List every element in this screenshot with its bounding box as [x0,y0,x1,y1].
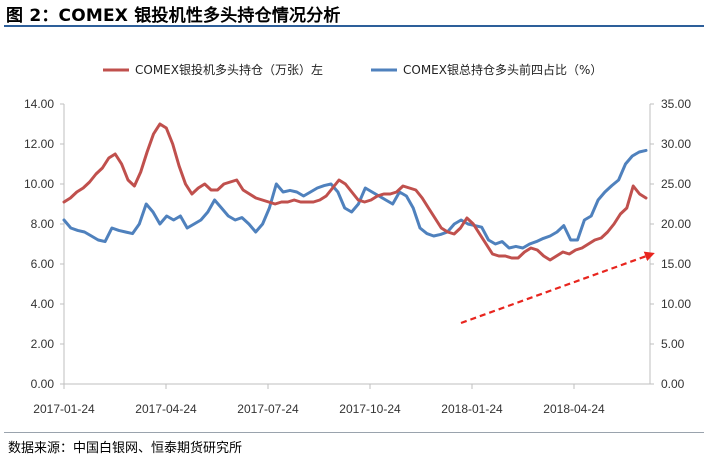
y-left-tick-label: 14.00 [24,97,54,111]
legend-label-series2: COMEX银总持仓多头前四占比（%） [403,62,602,77]
x-tick-label: 2017-01-24 [33,402,95,416]
x-tick-label: 2018-01-24 [441,402,503,416]
source-divider [4,432,704,433]
y-left-tick-label: 2.00 [31,337,55,351]
y-right-tick-label: 35.00 [661,97,691,111]
legend-label-series1: COMEX银投机多头持仓（万张）左 [135,62,323,77]
y-right-tick-labels: 0.00 5.00 10.00 15.00 20.00 25.00 30.00 35.00 [661,97,691,391]
trend-arrow-line [460,251,655,325]
y-left-tick-label: 12.00 [24,137,54,151]
y-left-tick-label: 10.00 [24,177,54,191]
y-right-tick-label: 30.00 [661,137,691,151]
y-left-tick-label: 6.00 [31,257,55,271]
source-note: 数据来源：中国白银网、恒泰期货研究所 [8,441,243,456]
chart-area: COMEX银投机多头持仓（万张）左 COMEX银总持仓多头前四占比（%） 0.0… [24,62,691,416]
x-tick-labels: 2017-01-24 2017-04-24 2017-07-24 2017-10-24… [33,402,605,416]
axis-tick-marks [60,103,654,389]
legend: COMEX银投机多头持仓（万张）左 COMEX银总持仓多头前四占比（%） [103,62,602,77]
y-right-tick-label: 15.00 [661,257,691,271]
title-underline [4,25,704,27]
y-left-tick-label: 0.00 [31,377,55,391]
chart-title: 图 2：COMEX 银投机性多头持仓情况分析 [6,6,341,26]
series-line-long-top4-share [62,148,648,250]
y-right-tick-label: 5.00 [661,337,685,351]
trend-arrow [460,251,655,325]
x-tick-label: 2017-04-24 [135,402,197,416]
x-tick-label: 2017-10-24 [339,402,401,416]
series-layer [62,122,648,262]
y-left-tick-label: 8.00 [31,217,55,231]
x-tick-label: 2018-04-24 [543,402,605,416]
series-line-spec-long-positions [62,122,648,262]
y-left-tick-label: 4.00 [31,297,55,311]
y-left-tick-labels: 0.00 2.00 4.00 6.00 8.00 10.00 12.00 14.00 [24,97,54,391]
x-tick-label: 2017-07-24 [237,402,299,416]
y-right-tick-label: 10.00 [661,297,691,311]
y-right-tick-label: 0.00 [661,377,685,391]
y-right-tick-label: 25.00 [661,177,691,191]
y-right-tick-label: 20.00 [661,217,691,231]
